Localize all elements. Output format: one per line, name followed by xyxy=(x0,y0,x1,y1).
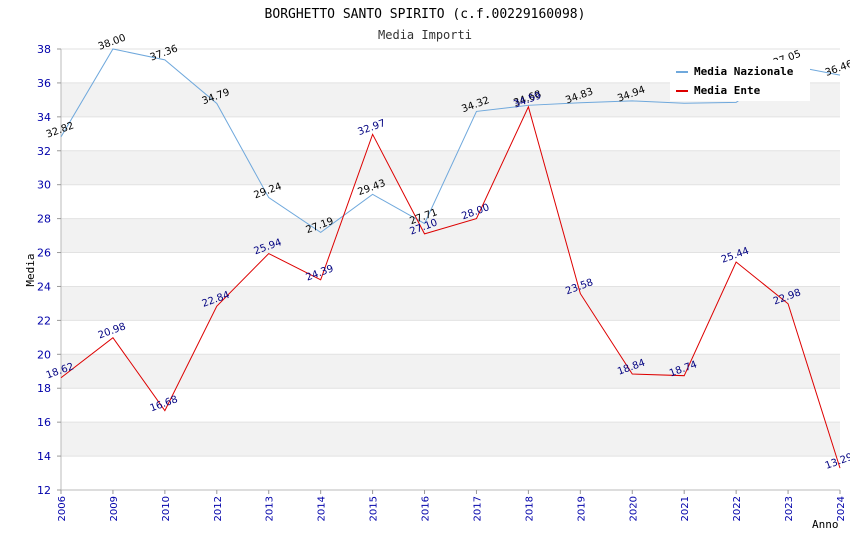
x-tick-labels: 2006 2009 2010 2012 2013 2014 2015 2016 2017 2018… xyxy=(57,496,847,521)
y-tick-labels: 12 14 16 18 20 22 24 26 28 30 32 34 36 38 xyxy=(37,43,51,497)
x-tick-label: 2010 xyxy=(161,496,172,521)
x-tick-label: 2022 xyxy=(732,496,743,521)
y-tick-label: 32 xyxy=(37,145,51,158)
x-tick-label: 2018 xyxy=(524,496,535,521)
x-tick-label: 2015 xyxy=(369,496,380,521)
x-tick-label: 2012 xyxy=(213,496,224,521)
legend-label-media-ente: Media Ente xyxy=(694,84,761,97)
plot-area xyxy=(61,49,840,490)
y-tick-label: 28 xyxy=(37,213,51,226)
x-tick-label: 2024 xyxy=(836,496,847,521)
y-tick-label: 12 xyxy=(37,484,51,497)
grid-band xyxy=(61,354,840,389)
series-lines xyxy=(60,48,841,469)
x-tick-label: 2019 xyxy=(576,496,587,521)
x-tick-label: 2013 xyxy=(265,496,276,521)
series-line-media-ente xyxy=(60,105,841,469)
grid-band xyxy=(61,286,840,321)
y-tick-label: 18 xyxy=(37,382,51,395)
y-tick-label: 36 xyxy=(37,77,51,90)
legend-label-media-nazionale: Media Nazionale xyxy=(694,65,794,78)
grid-band xyxy=(61,218,840,253)
series-line-media-nazionale xyxy=(60,48,841,233)
y-tick-label: 26 xyxy=(37,247,51,260)
x-axis-label: Anno xyxy=(812,518,839,531)
grid-band xyxy=(61,422,840,457)
legend-box xyxy=(670,60,810,101)
legend: Media Nazionale Media Ente xyxy=(670,60,810,101)
y-tick-label: 38 xyxy=(37,43,51,56)
y-tick-label: 14 xyxy=(37,450,51,463)
y-tick-label: 22 xyxy=(37,314,51,327)
x-tick-label: 2017 xyxy=(472,496,483,521)
x-tick-label: 2020 xyxy=(628,496,639,521)
x-tick-label: 2006 xyxy=(57,496,68,521)
x-tick-label: 2016 xyxy=(421,496,432,521)
x-tick-label: 2023 xyxy=(784,496,795,521)
y-tick-label: 24 xyxy=(37,280,51,293)
y-axis-label: Media xyxy=(24,253,37,286)
y-tick-label: 20 xyxy=(37,348,51,361)
x-tick-label: 2009 xyxy=(109,496,120,521)
axes xyxy=(57,48,841,494)
x-tick-label: 2014 xyxy=(317,496,328,521)
y-tick-label: 16 xyxy=(37,416,51,429)
chart-subtitle: Media Importi xyxy=(378,28,472,42)
grid-bands xyxy=(61,48,840,491)
x-tick-label: 2021 xyxy=(680,496,691,521)
y-tick-label: 30 xyxy=(37,179,51,192)
chart-title: BORGHETTO SANTO SPIRITO (c.f.00229160098… xyxy=(265,7,586,22)
y-tick-label: 34 xyxy=(37,111,51,124)
